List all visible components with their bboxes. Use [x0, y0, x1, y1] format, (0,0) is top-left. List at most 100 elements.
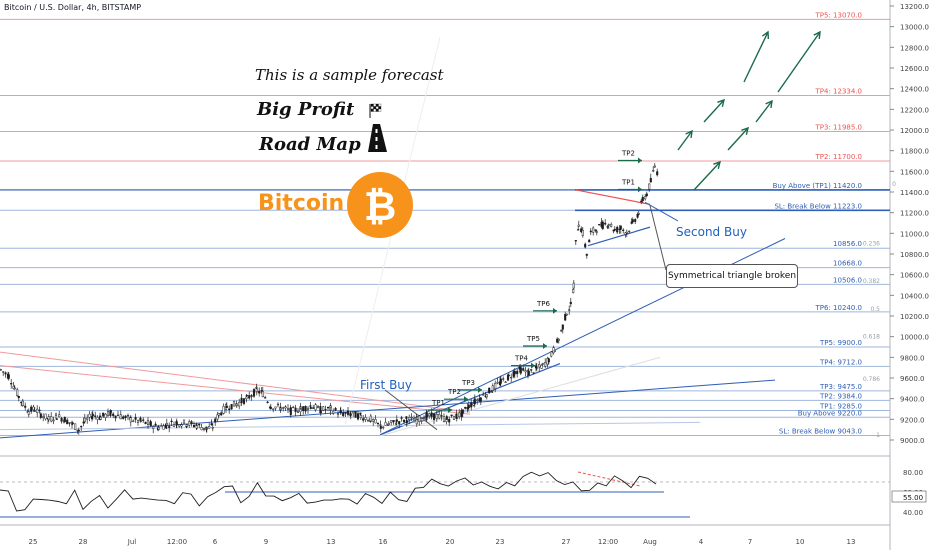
candle-body [372, 419, 375, 422]
bitcoin-logo-icon [347, 172, 413, 238]
candle-body [188, 421, 191, 426]
flag-icon [370, 103, 382, 112]
candle-body [369, 415, 372, 422]
candle-body [589, 230, 592, 233]
triangle-upper [575, 189, 651, 205]
candle-body [577, 224, 580, 227]
level-label: 10668.0 [833, 260, 862, 268]
candle-body [30, 406, 33, 412]
forecast-arrow [693, 161, 721, 191]
candle-body [362, 418, 365, 421]
candle-body [274, 406, 277, 409]
tp-label: TP3 [461, 379, 475, 387]
price-levels: TP5: 13070.0 TP4: 12334.0 TP3: 11985.0 TP2:… [0, 11, 896, 439]
candle-body [58, 414, 61, 418]
candle-body [47, 416, 50, 420]
candle-body [63, 416, 66, 423]
candle-body [39, 413, 42, 418]
tp-label: TP2 [621, 149, 635, 157]
x-tick-label: 6 [213, 538, 218, 546]
x-tick-label: 13 [847, 538, 856, 546]
fib-label: 0.5 [870, 306, 880, 313]
candle-body [440, 415, 443, 417]
candle-body [610, 224, 613, 227]
candle-body [641, 197, 644, 201]
tp-label: TP1 [621, 178, 635, 186]
resistance-line [0, 351, 471, 413]
resistance-line [0, 365, 471, 415]
candle-body [584, 243, 587, 248]
candle-body [346, 410, 350, 415]
road-icon [375, 137, 378, 141]
support-line [379, 362, 561, 436]
candlesticks [0, 163, 659, 435]
curve-line [379, 356, 661, 437]
candle-body [592, 227, 595, 233]
bitcoin-symbol-icon: ₿ [364, 184, 397, 230]
price-axis[interactable]: 9000.0 9200.0 9400.0 9600.0 9800.0 10000.0 102… [890, 3, 929, 445]
candle-body [490, 391, 493, 393]
level-label: TP4: 12334.0 [815, 87, 862, 95]
candle-body [286, 408, 290, 410]
flag-square [370, 103, 374, 107]
first-buy-pointer [384, 389, 438, 431]
x-tick-label: 12:00 [167, 538, 187, 546]
candle-body [470, 402, 473, 408]
candle-body [644, 196, 647, 200]
candle-body [513, 370, 516, 375]
y-tick-label: 13200.0 [900, 3, 929, 11]
candle-body [652, 170, 655, 172]
candle-body [106, 411, 110, 416]
candle-body [425, 412, 428, 418]
candle-body [496, 381, 499, 384]
candle-body [530, 369, 533, 371]
time-axis[interactable]: 25 28 Jul 12:00 6 9 13 16 20 23 27 12:00 Aug 4 7 10 13 [29, 538, 856, 546]
candle-body [395, 419, 398, 422]
tp-arrow-head [531, 362, 535, 369]
candle-body [402, 419, 406, 423]
fib-label: 0.236 [863, 241, 880, 248]
candle-body [276, 403, 280, 406]
candle-body [165, 423, 168, 426]
osc-tick-label: 80.00 [903, 469, 923, 477]
candle-body [565, 313, 568, 316]
y-tick-label: 11800.0 [900, 148, 929, 156]
candle-body [499, 378, 502, 384]
candle-body [4, 372, 7, 375]
candle-body [7, 374, 10, 379]
tp-arrow-head [638, 186, 642, 193]
candle-body [102, 412, 105, 417]
candle-body [116, 414, 120, 417]
y-tick-label: 10200.0 [900, 313, 929, 321]
candle-body [384, 422, 387, 426]
candle-body [458, 412, 461, 417]
flag-square [375, 106, 379, 110]
candle-body [607, 224, 610, 226]
candle-body [139, 417, 142, 421]
tp-label: TP5 [526, 335, 540, 343]
x-tick-label: 23 [496, 538, 505, 546]
candle-body [408, 417, 411, 420]
candle-body [640, 200, 643, 203]
candle-body [109, 410, 112, 413]
candle-body [82, 421, 85, 424]
candle-body [178, 424, 181, 427]
y-tick-label: 12600.0 [900, 65, 929, 73]
flag-square [373, 106, 377, 110]
fib-label: 0.618 [863, 334, 880, 341]
candle-body [214, 418, 217, 423]
forecast-arrow [777, 31, 821, 93]
x-tick-label: 4 [699, 538, 704, 546]
candle-body [198, 424, 201, 426]
big-profit-text: Big Profit [257, 99, 355, 120]
x-tick-label: Jul [127, 538, 137, 546]
candle-body [479, 397, 482, 402]
candle-body [157, 427, 160, 430]
candle-body [400, 417, 403, 419]
candle-body [255, 388, 258, 392]
y-tick-label: 9000.0 [900, 437, 925, 445]
candle-body [612, 229, 615, 232]
tp-label: TP1 [431, 399, 445, 407]
candle-body [472, 403, 475, 406]
